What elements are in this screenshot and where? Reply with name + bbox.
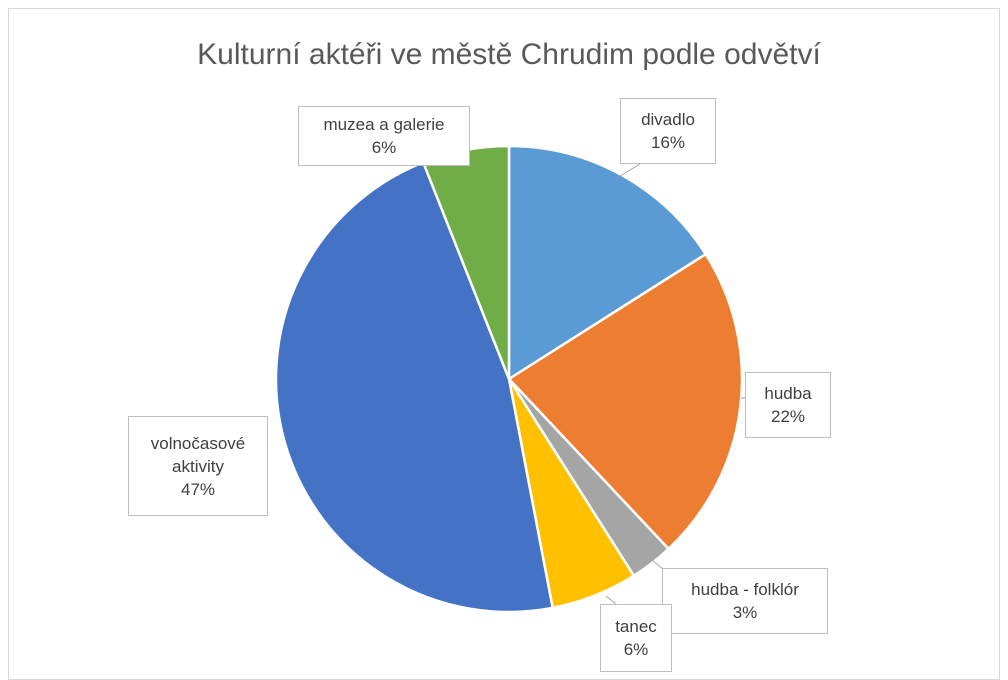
label-category: volnočasové aktivity: [150, 433, 246, 476]
label-category: muzea a galerie: [323, 115, 445, 134]
chart-title: Kulturní aktéři ve městě Chrudim podle o…: [197, 38, 821, 71]
label-category: hudba - folklór: [691, 580, 799, 599]
label-value: 6%: [371, 138, 397, 157]
label-value: 3%: [732, 603, 758, 622]
data-label: hudba - folklór 3%: [662, 568, 828, 634]
data-label: muzea a galerie 6%: [298, 106, 470, 166]
label-value: 16%: [650, 133, 686, 152]
data-label: divadlo 16%: [620, 98, 716, 164]
label-category: hudba: [764, 384, 812, 403]
label-value: 22%: [770, 407, 806, 426]
pie-slice: [507, 252, 744, 551]
leader-line: [605, 595, 617, 605]
data-label: tanec 6%: [600, 604, 672, 672]
data-label: hudba 22%: [745, 372, 831, 438]
pie-slice: [274, 160, 555, 614]
leader-line: [619, 163, 641, 177]
label-category: tanec: [615, 617, 657, 636]
label-value: 47%: [180, 479, 216, 499]
label-category: divadlo: [641, 110, 695, 129]
label-value: 6%: [623, 640, 649, 659]
data-label: volnočasové aktivity 47%: [128, 416, 268, 516]
